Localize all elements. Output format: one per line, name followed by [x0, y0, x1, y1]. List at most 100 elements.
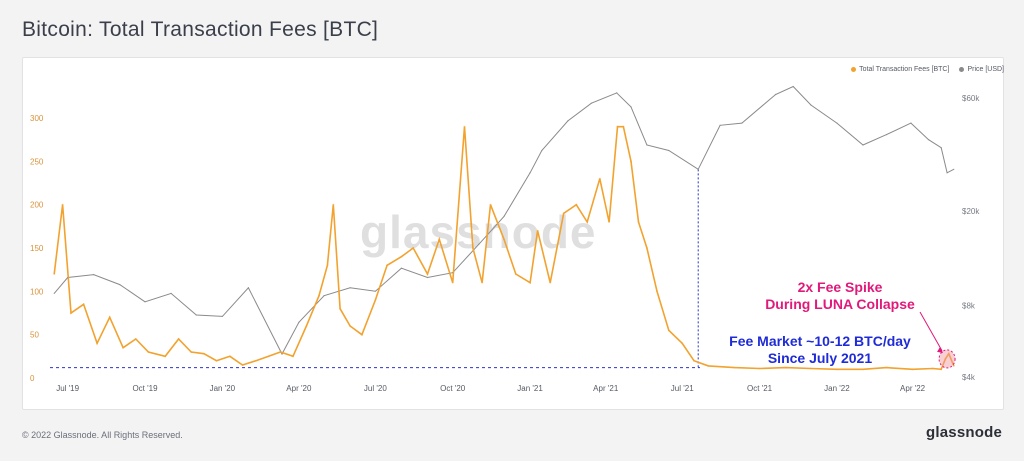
fees-point: [386, 264, 389, 267]
price-point: [247, 287, 250, 289]
fees-point: [733, 366, 736, 369]
x-tick-label: Apr '20: [286, 384, 312, 393]
legend-label-fees: Total Transaction Fees [BTC]: [859, 66, 950, 73]
price-point: [426, 276, 429, 279]
fees-point: [471, 247, 474, 249]
fees-point: [784, 366, 787, 369]
chart-panel: [22, 57, 1004, 410]
x-tick-label: Apr '21: [593, 384, 619, 393]
left-axis-ticks: 0 50 100 150 200 250 300: [30, 114, 44, 383]
price-point: [298, 321, 300, 324]
fees-point: [82, 303, 85, 306]
fees-point: [549, 281, 552, 284]
price-point: [541, 149, 543, 152]
fees-point: [575, 203, 578, 206]
x-axis-ticks: Jul '19 Oct '19 Jan '20 Apr '20 Jul '20 Oct '…: [56, 384, 925, 393]
fees-point: [885, 366, 888, 369]
fees-point: [438, 238, 441, 241]
price-point: [792, 85, 794, 88]
fees-point: [931, 367, 934, 370]
annotation-fee-line-1: Fee Market ~10-12 BTC/day: [729, 333, 911, 349]
fees-point: [862, 368, 864, 371]
fees-point: [332, 203, 335, 206]
price-point: [927, 138, 930, 141]
fees-point: [177, 338, 180, 340]
fees-point: [586, 221, 589, 223]
legend-item-fees[interactable]: Total Transaction Fees [BTC]: [851, 66, 949, 73]
fees-point: [339, 307, 341, 310]
brand-logo[interactable]: glassnode: [926, 424, 1002, 441]
price-point: [567, 120, 569, 122]
fees-point: [361, 333, 363, 336]
fees-point: [944, 358, 947, 360]
fees-point: [147, 351, 150, 353]
fees-point: [616, 125, 619, 128]
price-point: [66, 276, 69, 279]
fees-point: [374, 299, 377, 301]
fees-point: [305, 325, 308, 327]
fees-point: [562, 212, 565, 215]
right-tick-label: $8k: [962, 302, 976, 311]
price-point: [940, 147, 942, 149]
fees-point: [318, 294, 320, 297]
fees-point: [134, 338, 137, 340]
price-point: [503, 215, 505, 218]
fees-point: [947, 352, 950, 355]
fees-point: [215, 359, 218, 362]
fees-point: [481, 281, 484, 284]
fees-point: [489, 203, 492, 206]
fees-point: [536, 229, 539, 232]
chart-title: Bitcoin: Total Transaction Fees [BTC]: [22, 18, 379, 41]
fees-point: [630, 160, 632, 163]
fees-point: [279, 351, 282, 353]
fees-point: [529, 281, 531, 284]
x-tick-label: Jan '20: [210, 384, 236, 393]
fees-point: [412, 247, 415, 249]
left-tick-label: 200: [30, 201, 44, 210]
annotation-luna-spike: 2x Fee Spike During LUNA Collapse: [740, 279, 940, 313]
x-tick-label: Apr '22: [900, 384, 926, 393]
annotation-fee-line-2: Since July 2021: [767, 350, 873, 366]
fees-point: [267, 355, 270, 358]
legend-item-price[interactable]: Price [USD]: [959, 66, 1004, 73]
price-point: [953, 168, 955, 171]
copyright-text: © 2022 Glassnode. All Rights Reserved.: [22, 430, 183, 440]
price-point: [478, 243, 480, 245]
fees-point: [940, 368, 943, 371]
price-point: [53, 292, 55, 295]
legend-label-price: Price [USD]: [967, 66, 1004, 73]
price-point: [221, 315, 224, 318]
price-point: [195, 314, 197, 316]
luna-arrow-head: [937, 346, 944, 353]
fees-point: [693, 359, 695, 362]
chart-legend: Total Transaction Fees [BTC] Price [USD]: [851, 66, 1004, 73]
fees-point: [400, 255, 403, 258]
fees-point: [598, 177, 601, 180]
x-tick-label: Oct '21: [747, 384, 773, 393]
price-point: [810, 104, 812, 106]
price-point: [170, 292, 172, 295]
price-point: [668, 149, 670, 152]
fees-point: [836, 368, 838, 371]
left-tick-label: 100: [30, 287, 44, 296]
fees-point: [809, 367, 812, 370]
left-tick-label: 150: [30, 244, 44, 253]
annotation-fee-market: Fee Market ~10-12 BTC/day Since July 202…: [700, 333, 940, 367]
guide-lines: [50, 169, 700, 369]
price-point: [741, 122, 743, 124]
fees-point: [108, 316, 111, 319]
price-point: [774, 93, 777, 96]
right-tick-label: $20k: [962, 207, 980, 216]
fees-point: [667, 329, 670, 332]
fees-point: [463, 125, 466, 128]
price-point: [323, 295, 325, 297]
right-tick-label: $4k: [962, 373, 976, 382]
fees-point: [96, 342, 98, 345]
fees-point: [229, 355, 231, 358]
fees-point: [952, 364, 955, 367]
luna-arrow-line: [919, 311, 943, 352]
fees-point: [608, 221, 610, 223]
fees-point: [292, 355, 294, 358]
left-tick-label: 300: [30, 114, 44, 123]
fees-point: [326, 264, 329, 267]
